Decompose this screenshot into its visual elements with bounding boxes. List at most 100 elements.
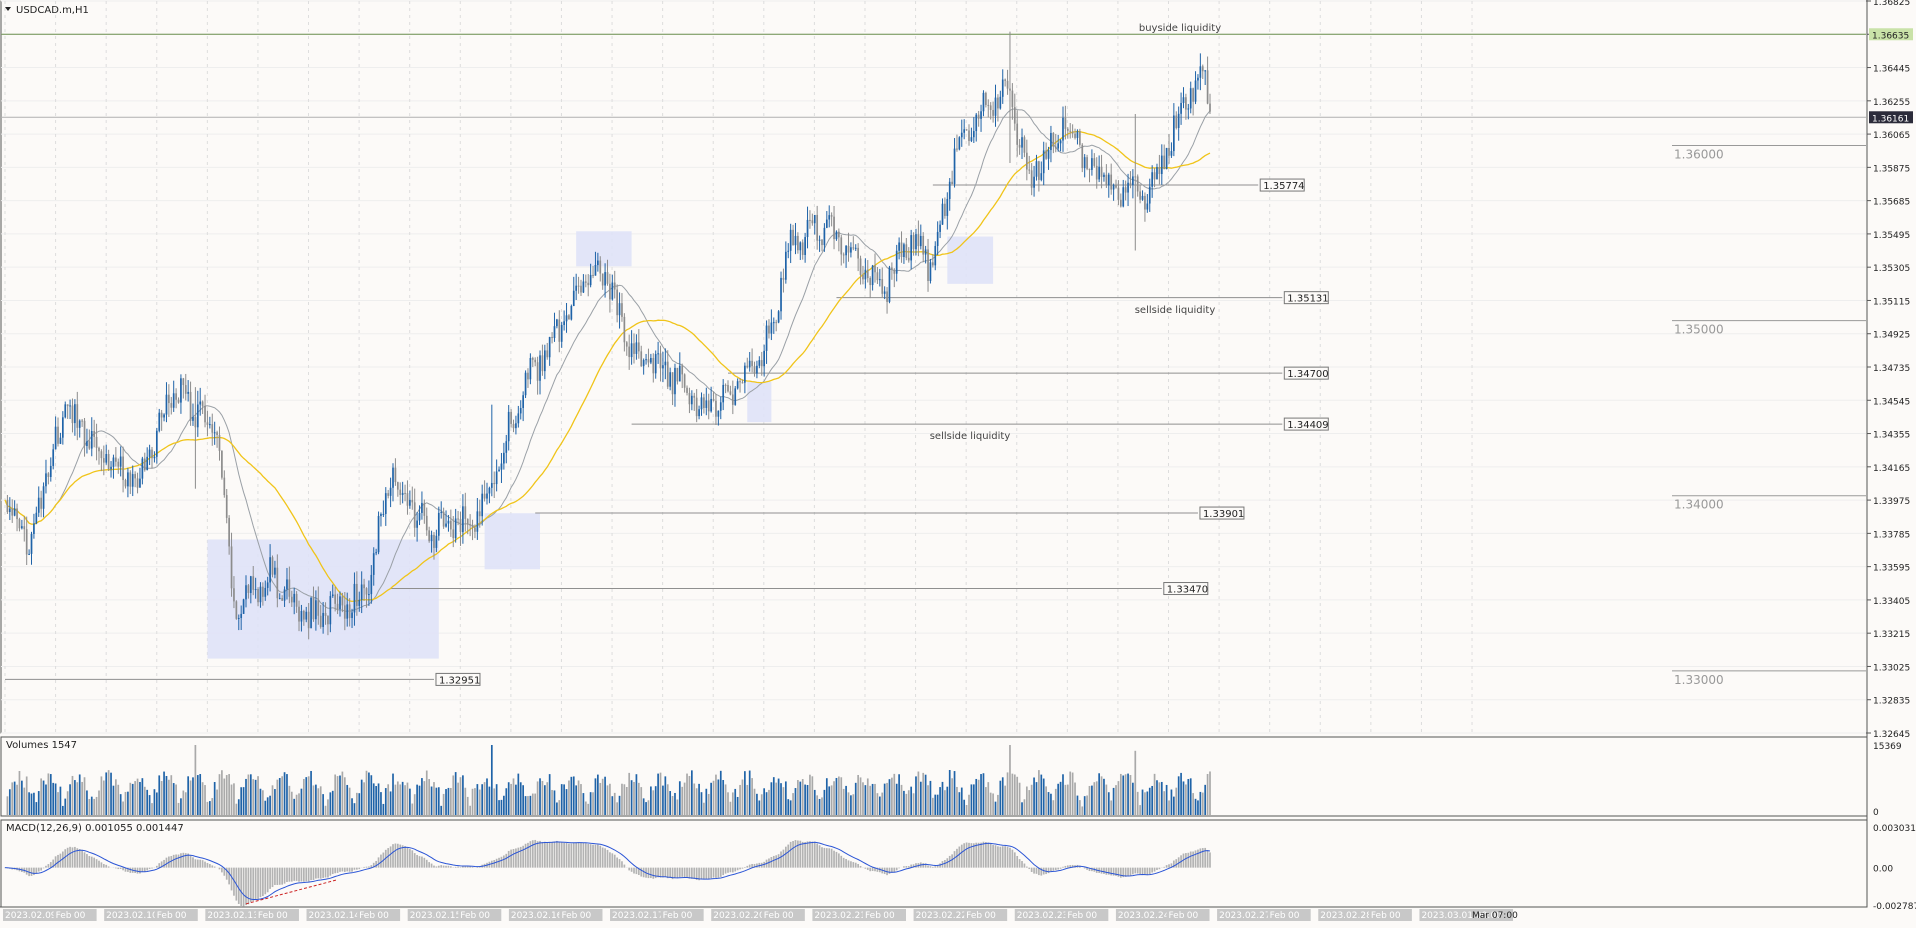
candle-body	[101, 451, 103, 458]
candle-body	[214, 432, 216, 433]
candle-body	[1050, 133, 1052, 150]
macd-histogram-bar	[640, 868, 642, 877]
volume-bar	[187, 776, 189, 815]
level-label: 1.34409	[1287, 420, 1328, 431]
macd-histogram-bar	[262, 868, 264, 896]
macd-histogram-bar	[445, 866, 447, 868]
candle-body	[52, 449, 54, 466]
macd-histogram-bar	[356, 868, 358, 870]
macd-histogram-bar	[814, 842, 816, 868]
candle-body	[399, 490, 401, 495]
candle-body	[812, 220, 814, 223]
candle-body	[313, 598, 315, 619]
macd-histogram-bar	[1062, 867, 1064, 868]
volume-bar	[1098, 773, 1100, 815]
volume-bar	[792, 793, 794, 815]
price-axis[interactable]: 1.368251.366351.364451.362551.360651.358…	[1867, 0, 1913, 907]
volume-bar	[838, 776, 840, 815]
macd-histogram-bar	[517, 848, 519, 868]
macd-histogram-bar	[705, 868, 707, 879]
candle-body	[64, 404, 66, 417]
candle-body	[197, 404, 199, 427]
macd-histogram-bar	[619, 859, 621, 868]
candle-body	[402, 493, 404, 495]
candle-body	[1137, 176, 1139, 191]
macd-histogram-bar	[426, 860, 428, 868]
candle-body	[705, 400, 707, 408]
volume-bar	[211, 798, 213, 815]
candle-body	[999, 97, 1001, 109]
candle-body	[554, 326, 556, 338]
macd-histogram-bar	[1187, 853, 1189, 868]
volume-bar	[240, 787, 242, 815]
macd-histogram-bar	[824, 848, 826, 868]
candle-body	[893, 270, 895, 274]
candle-body	[238, 618, 240, 619]
volume-bar	[337, 776, 339, 815]
volume-bar	[532, 794, 534, 815]
volume-bar	[1009, 745, 1011, 815]
volume-bar	[125, 792, 127, 815]
volume-bar	[619, 796, 621, 815]
macd-histogram-bar	[720, 868, 722, 877]
volume-bar	[546, 782, 548, 815]
macd-histogram-bar	[746, 866, 748, 868]
candle-body	[896, 251, 898, 274]
volumes-pane[interactable]: Volumes 1547	[1, 737, 1867, 816]
price-tick-label: 1.34545	[1873, 397, 1910, 407]
candle-body	[1139, 191, 1141, 199]
level-label: 1.35131	[1287, 294, 1328, 305]
volume-bar	[551, 790, 553, 815]
macd-histogram-bar	[308, 868, 310, 882]
volume-bar	[52, 783, 54, 815]
candle-body	[43, 486, 45, 509]
volume-bar	[980, 774, 982, 815]
volume-bar	[86, 790, 88, 815]
volume-bar	[537, 781, 539, 815]
volume-bar	[771, 782, 773, 815]
volume-bar	[850, 795, 852, 815]
candle-body	[264, 588, 266, 597]
macd-histogram-bar	[816, 844, 818, 868]
price-tick-label: 1.35685	[1873, 198, 1910, 208]
candle-body	[505, 441, 507, 453]
volume-bar	[395, 785, 397, 815]
time-tick: 2023.02.16 00:00	[509, 909, 603, 921]
candle-body	[592, 275, 594, 276]
volume-bar	[1178, 776, 1180, 815]
volume-bar	[375, 786, 377, 815]
candle-body	[178, 400, 180, 403]
macd-histogram-bar	[166, 858, 168, 868]
volume-bar	[862, 782, 864, 815]
candle-body	[308, 612, 310, 628]
macd-pane[interactable]: MACD(12,26,9) 0.001055 0.001447	[1, 820, 1867, 907]
candle-body	[491, 483, 493, 488]
candle-body	[1110, 175, 1112, 190]
candle-body	[954, 149, 956, 184]
volume-bar	[142, 778, 144, 815]
volume-bar	[922, 773, 924, 815]
macd-histogram-bar	[354, 868, 356, 870]
macd-histogram-bar	[264, 868, 266, 895]
candle-body	[1086, 157, 1088, 169]
candle-body	[1038, 161, 1040, 180]
macd-histogram-bar	[599, 846, 601, 868]
volume-bar	[1118, 781, 1120, 815]
volume-bar	[896, 784, 898, 815]
macd-histogram-bar	[211, 865, 213, 867]
macd-histogram-bar	[423, 858, 425, 868]
candle-body	[971, 137, 973, 141]
candle-body	[795, 236, 797, 245]
volume-bar	[898, 774, 900, 815]
candle-body	[886, 291, 888, 301]
price-tick-label: 1.33025	[1873, 663, 1910, 673]
candle-body	[195, 417, 197, 427]
macd-histogram-bar	[346, 868, 348, 872]
macd-histogram-bar	[438, 866, 440, 868]
candle-body	[60, 438, 62, 444]
volume-bar	[860, 777, 862, 815]
level-label: 1.33901	[1203, 509, 1244, 520]
macd-histogram-bar	[1057, 868, 1059, 870]
candle-body	[1101, 167, 1103, 177]
price-pane[interactable]: 1.329511.334701.339011.344091.347001.351…	[1, 1, 1867, 733]
